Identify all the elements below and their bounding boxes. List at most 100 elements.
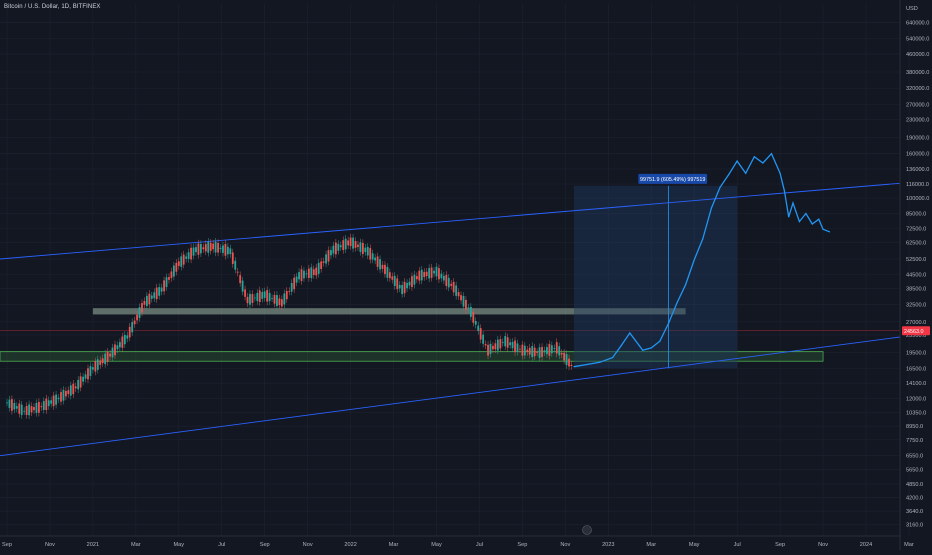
candle-body — [327, 250, 330, 262]
candle-body — [474, 320, 477, 325]
x-tick-label: 2024 — [860, 542, 872, 548]
candle-body — [99, 360, 102, 365]
candle-body — [143, 301, 146, 305]
y-tick-label: 38500.0 — [906, 286, 926, 292]
candle-body — [38, 401, 40, 413]
y-tick-label: 14100.0 — [906, 381, 926, 387]
candle-body — [55, 394, 57, 405]
candle-body — [435, 266, 438, 277]
candle-body — [546, 347, 548, 355]
y-tick-label: 72500.0 — [906, 227, 926, 233]
candle-body — [217, 243, 219, 253]
x-tick-label: Sep — [260, 542, 270, 548]
candle-body — [150, 295, 153, 299]
projection-point — [650, 347, 652, 349]
candle-body — [467, 307, 470, 310]
candle-body — [533, 347, 536, 357]
candle-body — [325, 254, 327, 264]
candle-body — [96, 359, 99, 370]
projection-point — [753, 156, 755, 158]
candle-body — [185, 256, 188, 259]
projection-point — [792, 202, 794, 204]
candle-body — [523, 345, 526, 356]
y-tick-label: 540000.0 — [906, 37, 929, 43]
candle-body — [413, 274, 416, 285]
candle-body — [386, 266, 389, 278]
candle-body — [430, 267, 433, 278]
candle-body — [492, 345, 494, 350]
projection-point — [586, 363, 588, 366]
x-tick-label: Mar — [131, 542, 141, 548]
candle-body — [207, 241, 210, 253]
candle-body — [428, 268, 431, 279]
upper-support-zone — [92, 308, 686, 315]
candle-body — [465, 299, 467, 310]
y-tick-label: 16500.0 — [906, 366, 926, 372]
trendlines — [0, 182, 901, 457]
candle-body — [342, 240, 345, 251]
projection-point — [783, 190, 785, 192]
measure-label-box — [638, 173, 708, 184]
candle-body — [494, 343, 497, 350]
candle-body — [67, 390, 70, 395]
candle-body — [222, 245, 224, 253]
candle-body — [531, 346, 534, 358]
projection-line — [573, 152, 831, 368]
x-tick-label: Nov — [560, 542, 570, 548]
y-tick-label: 3640.0 — [906, 509, 923, 515]
candle-body — [536, 352, 539, 353]
y-tick-label: 6550.0 — [906, 454, 923, 460]
candle-body — [202, 247, 205, 250]
candle-body — [160, 287, 163, 292]
candle-body — [332, 245, 335, 254]
candle-body — [366, 246, 369, 256]
projection-point — [805, 212, 807, 215]
projection-point — [710, 207, 712, 209]
candle-body — [303, 270, 305, 279]
candle-body — [77, 379, 80, 390]
candle-body — [133, 320, 136, 325]
candle-body — [261, 292, 264, 299]
projection-point — [770, 153, 773, 155]
candle-body — [209, 242, 212, 251]
candle-body — [398, 284, 401, 289]
candle-body — [251, 294, 254, 303]
candle-body — [244, 289, 246, 297]
projection-point — [818, 218, 820, 220]
candle-body — [384, 264, 386, 275]
projection-point — [727, 174, 730, 176]
candle-body — [79, 376, 82, 388]
candle-body — [452, 281, 455, 293]
candle-body — [354, 241, 357, 248]
candle-body — [489, 343, 492, 354]
candle-body — [266, 290, 269, 302]
candle-body — [334, 242, 337, 255]
candle-body — [239, 275, 242, 284]
candle-body — [148, 293, 151, 305]
candle-body — [364, 247, 367, 253]
candle-body — [339, 245, 342, 248]
candle-body — [101, 358, 104, 364]
candle-body — [408, 281, 411, 286]
candle-body — [236, 271, 239, 273]
candle-body — [15, 406, 18, 409]
candle-body — [57, 397, 60, 400]
y-tick-label: 19500.0 — [906, 351, 926, 357]
candle-body — [145, 295, 148, 307]
candle-body — [204, 244, 207, 252]
support-zones — [0, 308, 900, 362]
candle-body — [330, 250, 332, 256]
projection-point — [642, 349, 644, 351]
x-tick-label: Jul — [218, 542, 225, 548]
candle-body — [170, 271, 173, 278]
candle-body — [224, 244, 227, 256]
candle-body — [457, 292, 460, 297]
current-price-tag — [902, 326, 930, 336]
candle-body — [13, 402, 16, 410]
candle-body — [271, 298, 273, 299]
candle-body — [52, 395, 55, 407]
candle-body — [268, 292, 271, 302]
